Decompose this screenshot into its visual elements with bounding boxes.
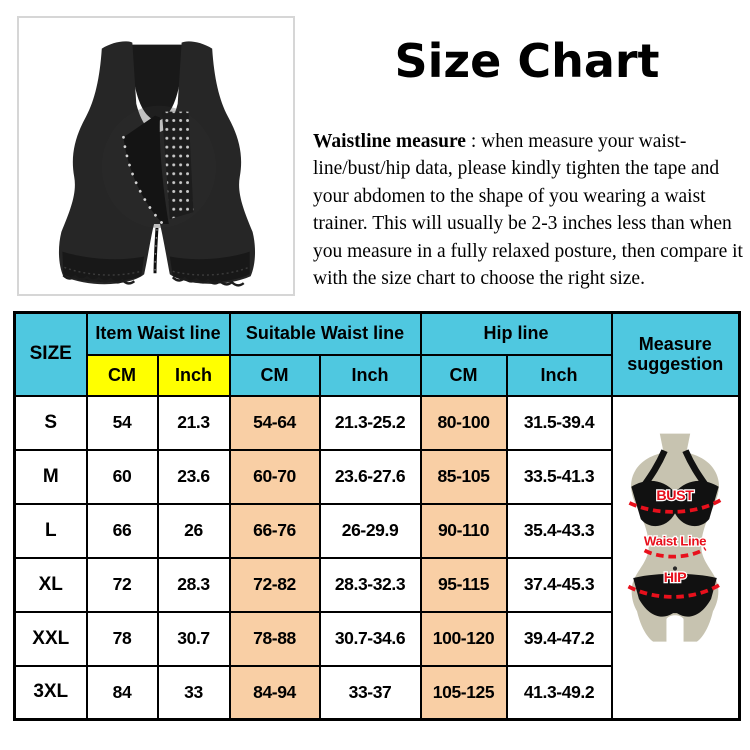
waist-line bbox=[643, 546, 707, 559]
table-row-3xl: 3XL 84 33 84-94 33-37 105-125 41.3-49.2 bbox=[13, 664, 740, 721]
hip-cm-cell: 95-115 bbox=[419, 556, 508, 613]
lace-hem-right bbox=[169, 251, 250, 282]
item-cm-cell: 84 bbox=[85, 664, 159, 721]
waist-line-label: Waist Line bbox=[644, 533, 706, 548]
suit-cm-cell: 54-64 bbox=[228, 394, 321, 451]
header-unit-row: CM Inch CM Inch CM Inch bbox=[15, 353, 740, 397]
unit-header-suit-cm: CM bbox=[228, 353, 321, 397]
size-table: SIZE Item Waist line Suitable Waist line… bbox=[13, 311, 742, 721]
hip-label: HIP bbox=[664, 569, 687, 585]
hip-inch-cell: 37.4-45.3 bbox=[505, 556, 613, 613]
item-cm-cell: 78 bbox=[85, 610, 159, 667]
table-row-xxl: XXL 78 30.7 78-88 30.7-34.6 100-120 39.4… bbox=[13, 610, 740, 667]
lace-texture-left bbox=[64, 266, 142, 276]
navel-dot bbox=[673, 565, 678, 571]
table-row-l: L 66 26 66-76 26-29.9 90-110 35.4-43.3 bbox=[13, 502, 740, 559]
hip-line bbox=[627, 581, 723, 599]
suit-inch-cell: 28.3-32.3 bbox=[318, 556, 422, 613]
instructions-body: : when measure your waist-line/bust/hip … bbox=[313, 130, 743, 290]
hip-inch-cell: 31.5-39.4 bbox=[505, 394, 613, 451]
hip-inch-cell: 35.4-43.3 bbox=[505, 502, 613, 559]
hip-inch-cell: 39.4-47.2 bbox=[505, 610, 613, 667]
hip-cm-cell: 105-125 bbox=[419, 664, 508, 721]
size-cell: 3XL bbox=[13, 664, 88, 721]
eyelet-dots bbox=[122, 135, 165, 226]
col-header-item-waist: Item Waist line bbox=[85, 311, 231, 356]
table-row-xl: XL 72 28.3 72-82 28.3-32.3 95-115 37.4-4… bbox=[13, 556, 740, 613]
hip-cm-cell: 80-100 bbox=[419, 394, 508, 451]
item-cm-cell: 60 bbox=[85, 448, 159, 505]
hip-cm-cell: 100-120 bbox=[419, 610, 508, 667]
unit-header-hip-cm: CM bbox=[419, 353, 508, 397]
size-cell: L bbox=[13, 502, 88, 559]
item-inch-cell: 21.3 bbox=[156, 394, 231, 451]
scallop-edge-left bbox=[62, 274, 136, 285]
item-inch-cell: 33 bbox=[156, 664, 231, 721]
hip-inch-cell: 33.5-41.3 bbox=[505, 448, 613, 505]
bikini-top bbox=[631, 480, 719, 526]
suit-inch-cell: 21.3-25.2 bbox=[318, 394, 422, 451]
size-cell: S bbox=[13, 394, 88, 451]
crotch-seam bbox=[153, 227, 159, 274]
col-header-suitable-waist: Suitable Waist line bbox=[228, 311, 422, 356]
suit-cm-cell: 84-94 bbox=[228, 664, 321, 721]
item-cm-cell: 66 bbox=[85, 502, 159, 559]
shapewear-bodysuit-image bbox=[58, 41, 256, 287]
open-flap bbox=[123, 115, 169, 225]
col-header-measure-suggestion: Measure suggestion bbox=[610, 311, 741, 397]
suit-inch-cell: 33-37 bbox=[318, 664, 422, 721]
suit-cm-cell: 60-70 bbox=[228, 448, 321, 505]
col-header-size: SIZE bbox=[13, 311, 88, 397]
measure-suggestion-cell: BUST Waist Line HIP bbox=[610, 394, 741, 721]
table-row-s: S 54 21.3 54-64 21.3-25.2 80-100 31.5-39… bbox=[13, 394, 741, 721]
hip-cm-cell: 90-110 bbox=[419, 502, 508, 559]
scallop-edge-right bbox=[171, 276, 245, 287]
bikini-bottom bbox=[633, 573, 718, 617]
product-photo-frame bbox=[17, 16, 295, 296]
size-cell: XL bbox=[13, 556, 88, 613]
unit-header-item-cm: CM bbox=[85, 353, 159, 397]
hip-cm-cell: 85-105 bbox=[419, 448, 508, 505]
bust-label: BUST bbox=[657, 488, 695, 504]
unit-header-item-inch: Inch bbox=[156, 353, 231, 397]
measure-instructions: Waistline measure : when measure your wa… bbox=[313, 128, 747, 293]
bodysuit-inner-back bbox=[130, 44, 184, 122]
col-header-hip: Hip line bbox=[419, 311, 613, 356]
item-cm-cell: 72 bbox=[85, 556, 159, 613]
item-inch-cell: 26 bbox=[156, 502, 231, 559]
body-measure-figure: BUST Waist Line HIP bbox=[627, 433, 723, 642]
suit-inch-cell: 30.7-34.6 bbox=[318, 610, 422, 667]
suit-cm-cell: 78-88 bbox=[228, 610, 321, 667]
suit-cm-cell: 66-76 bbox=[228, 502, 321, 559]
table-row-m: M 60 23.6 60-70 23.6-27.6 85-105 33.5-41… bbox=[13, 448, 740, 505]
header-group-row: SIZE Item Waist line Suitable Waist line… bbox=[13, 311, 741, 397]
size-cell: XXL bbox=[13, 610, 88, 667]
suit-inch-cell: 26-29.9 bbox=[318, 502, 422, 559]
page-title: Size Chart bbox=[394, 34, 660, 88]
instructions-lead: Waistline measure bbox=[313, 130, 466, 152]
unit-header-suit-inch: Inch bbox=[318, 353, 422, 397]
suit-inch-cell: 23.6-27.6 bbox=[318, 448, 422, 505]
item-inch-cell: 23.6 bbox=[156, 448, 231, 505]
hip-inch-cell: 41.3-49.2 bbox=[505, 664, 613, 721]
item-inch-cell: 28.3 bbox=[156, 556, 231, 613]
item-cm-cell: 54 bbox=[85, 394, 159, 451]
size-cell: M bbox=[13, 448, 88, 505]
lace-texture-right bbox=[172, 266, 249, 276]
hook-strip-dots bbox=[161, 111, 194, 220]
unit-header-hip-inch: Inch bbox=[505, 353, 613, 397]
item-inch-cell: 30.7 bbox=[156, 610, 231, 667]
suit-cm-cell: 72-82 bbox=[228, 556, 321, 613]
